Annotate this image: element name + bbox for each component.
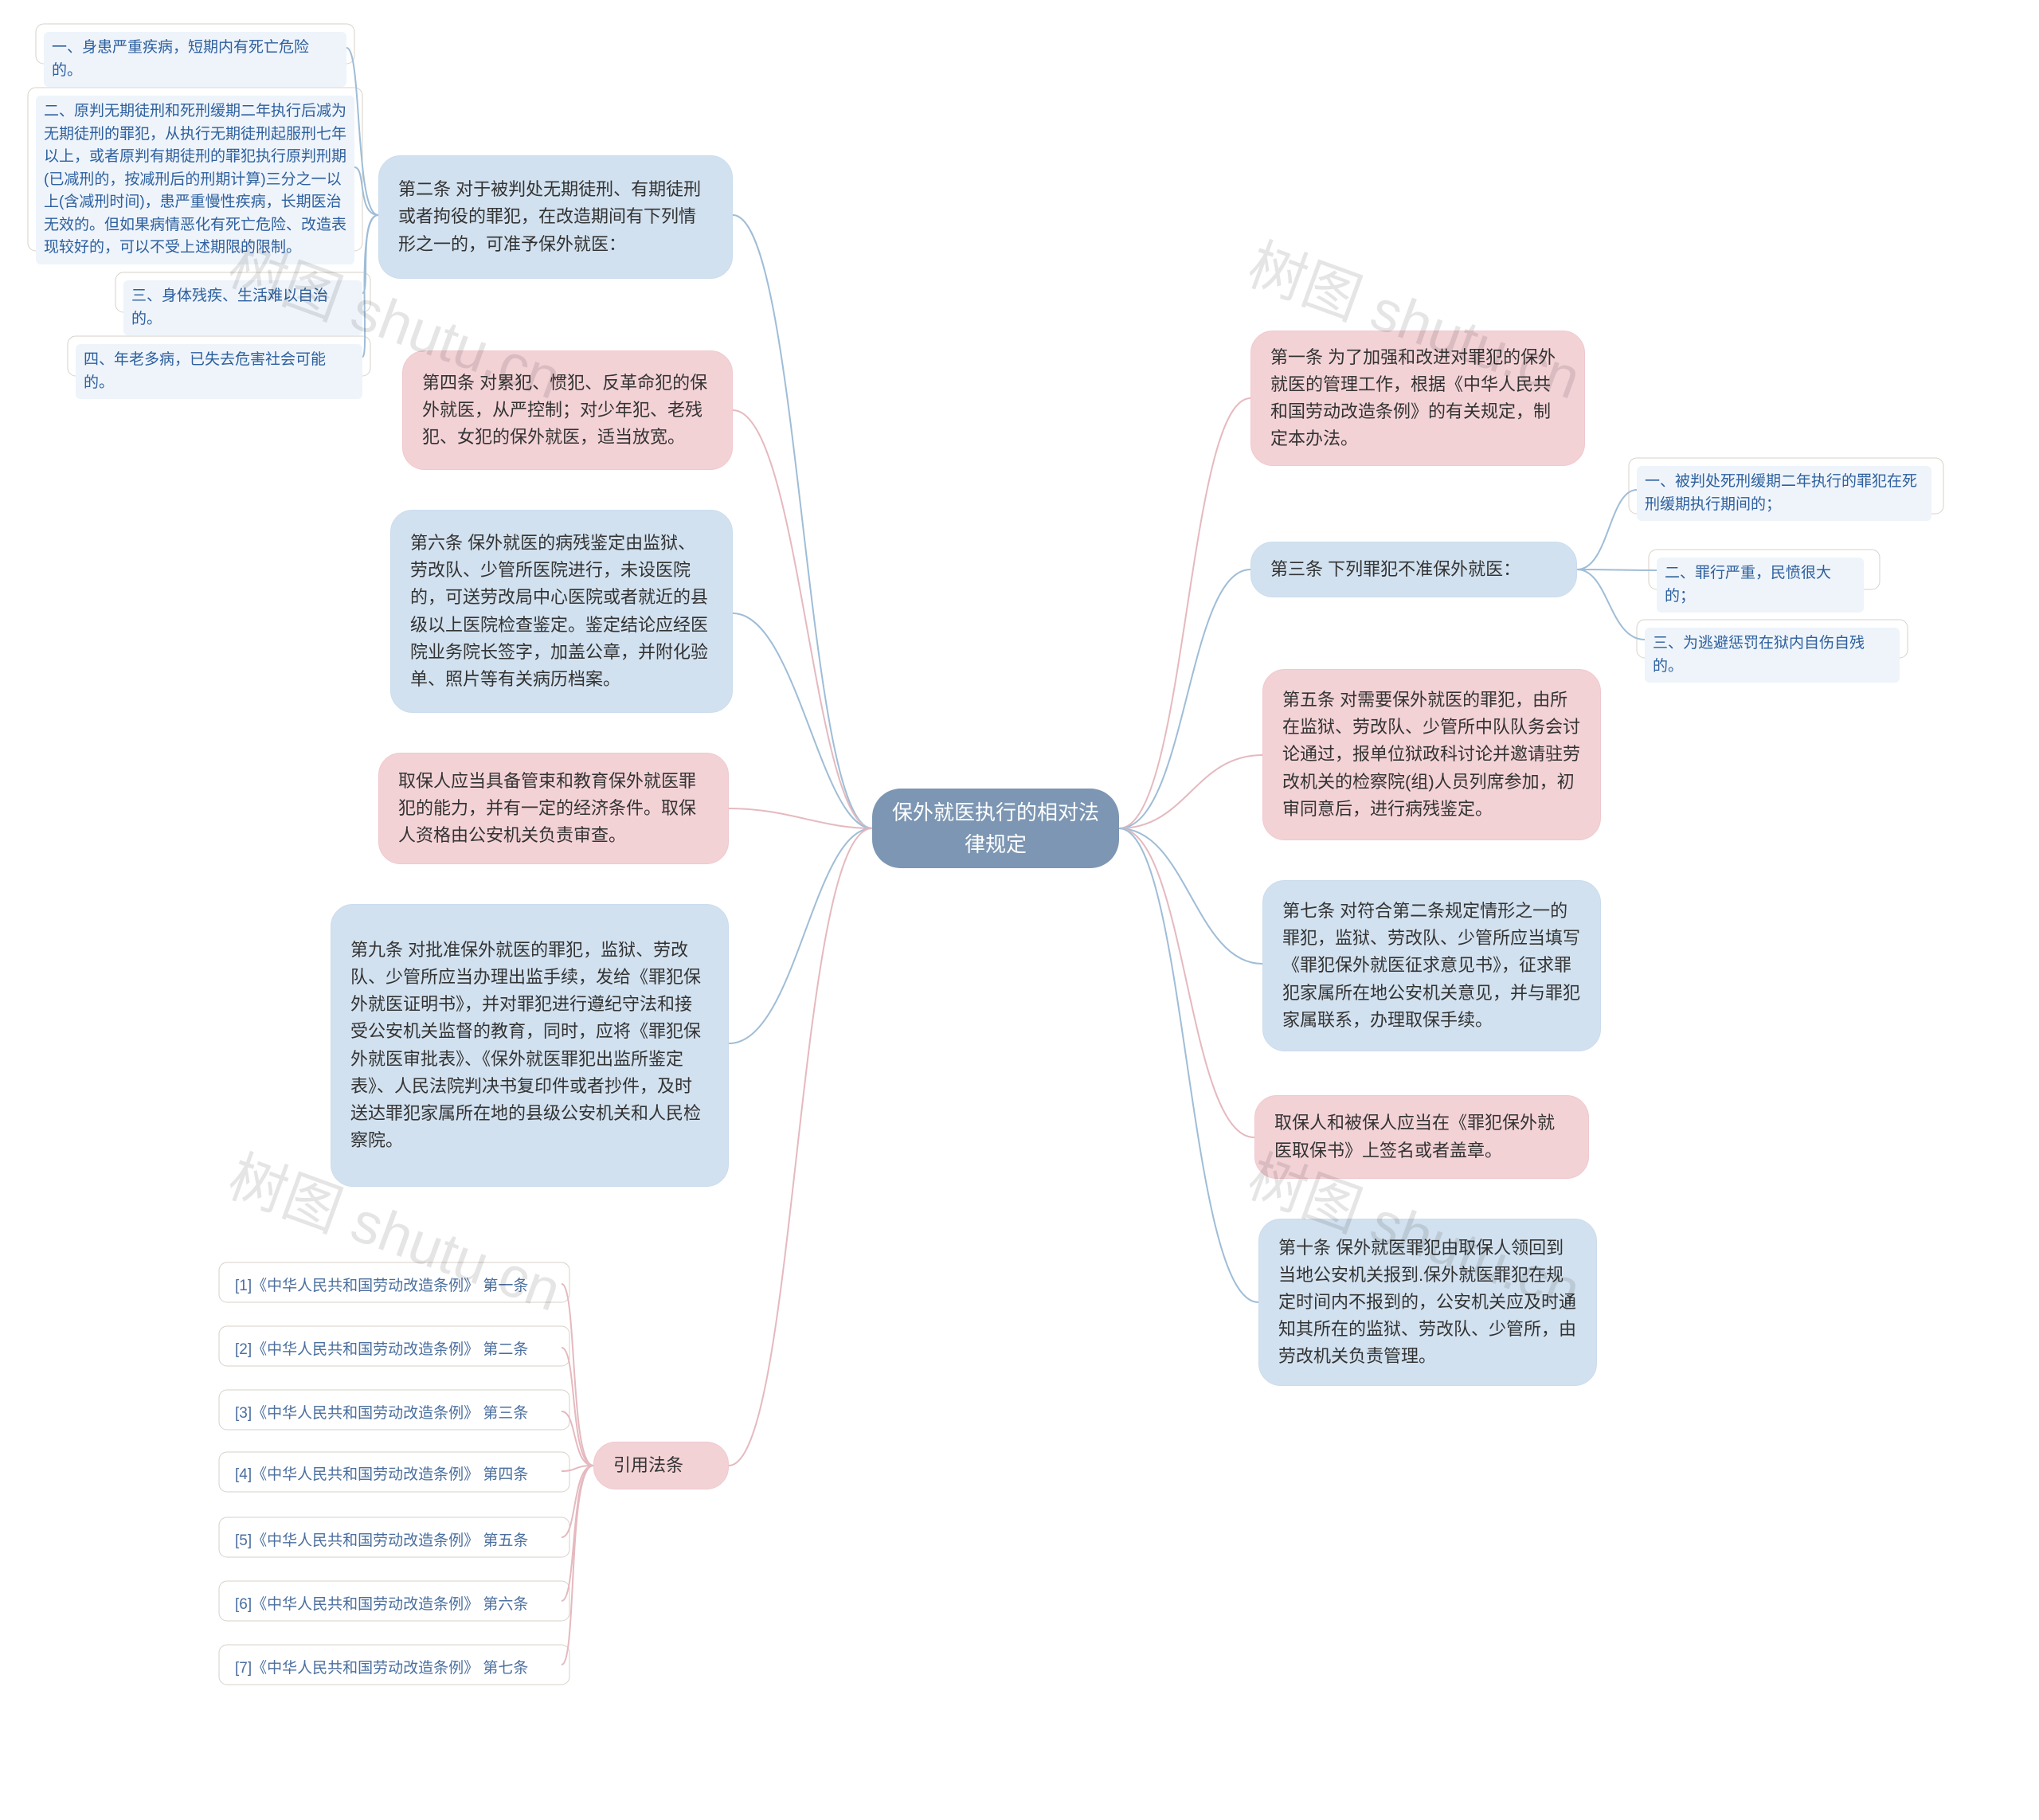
- node-art2-text: 第二条 对于被判处无期徒刑、有期徒刑或者拘役的罪犯，在改造期间有下列情形之一的，…: [398, 176, 713, 257]
- node-baoshu: 取保人和被保人应当在《罪犯保外就医取保书》上签名或者盖章。: [1254, 1095, 1589, 1179]
- node-baoshu-text: 取保人和被保人应当在《罪犯保外就医取保书》上签名或者盖章。: [1274, 1110, 1569, 1164]
- leaf-art2-1: 一、身患严重疾病，短期内有死亡危险的。: [44, 32, 346, 87]
- node-cite-text: 引用法条: [613, 1452, 709, 1479]
- node-art6-text: 第六条 保外就医的病残鉴定由监狱、劳改队、少管所医院进行，未设医院的，可送劳改局…: [410, 530, 713, 693]
- node-cite: 引用法条: [593, 1442, 729, 1489]
- node-art3: 第三条 下列罪犯不准保外就医：: [1250, 542, 1577, 597]
- leaf-art3-2: 二、罪行严重，民愤很大的；: [1657, 558, 1864, 613]
- node-baoren-text: 取保人应当具备管束和教育保外就医罪犯的能力，并有一定的经济条件。取保人资格由公安…: [398, 768, 709, 849]
- leaf-art2-3: 三、身体残疾、生活难以自治的。: [123, 280, 362, 335]
- node-art5: 第五条 对需要保外就医的罪犯，由所在监狱、劳改队、少管所中队队务会讨论通过，报单…: [1262, 669, 1601, 840]
- center-node: 保外就医执行的相对法律规定: [872, 789, 1119, 868]
- leaf-cite-6: [6]《中华人民共和国劳动改造条例》 第六条: [227, 1589, 562, 1622]
- node-art9-text: 第九条 对批准保外就医的罪犯，监狱、劳改队、少管所应当办理出监手续，发给《罪犯保…: [350, 937, 709, 1154]
- leaf-cite-4: [4]《中华人民共和国劳动改造条例》 第四条: [227, 1459, 562, 1492]
- node-art9: 第九条 对批准保外就医的罪犯，监狱、劳改队、少管所应当办理出监手续，发给《罪犯保…: [331, 904, 729, 1187]
- node-art3-text: 第三条 下列罪犯不准保外就医：: [1270, 556, 1557, 583]
- leaf-cite-3: [3]《中华人民共和国劳动改造条例》 第三条: [227, 1398, 562, 1431]
- leaf-art3-3: 三、为逃避惩罚在狱内自伤自残的。: [1645, 628, 1900, 683]
- node-baoren: 取保人应当具备管束和教育保外就医罪犯的能力，并有一定的经济条件。取保人资格由公安…: [378, 753, 729, 864]
- node-art4: 第四条 对累犯、惯犯、反革命犯的保外就医，从严控制；对少年犯、老残犯、女犯的保外…: [402, 350, 733, 470]
- leaf-cite-2: [2]《中华人民共和国劳动改造条例》 第二条: [227, 1334, 562, 1367]
- leaf-cite-5: [5]《中华人民共和国劳动改造条例》 第五条: [227, 1525, 562, 1558]
- node-art2: 第二条 对于被判处无期徒刑、有期徒刑或者拘役的罪犯，在改造期间有下列情形之一的，…: [378, 155, 733, 279]
- node-art7: 第七条 对符合第二条规定情形之一的罪犯，监狱、劳改队、少管所应当填写《罪犯保外就…: [1262, 880, 1601, 1051]
- center-text: 保外就医执行的相对法律规定: [891, 796, 1100, 861]
- node-art6: 第六条 保外就医的病残鉴定由监狱、劳改队、少管所医院进行，未设医院的，可送劳改局…: [390, 510, 733, 713]
- leaf-cite-1: [1]《中华人民共和国劳动改造条例》 第一条: [227, 1270, 562, 1303]
- leaf-art2-2: 二、原判无期徒刑和死刑缓期二年执行后减为无期徒刑的罪犯，从执行无期徒刑起服刑七年…: [36, 96, 354, 264]
- leaf-cite-7: [7]《中华人民共和国劳动改造条例》 第七条: [227, 1653, 562, 1685]
- leaf-art3-1: 一、被判处死刑缓期二年执行的罪犯在死刑缓期执行期间的；: [1637, 466, 1931, 521]
- node-art7-text: 第七条 对符合第二条规定情形之一的罪犯，监狱、劳改队、少管所应当填写《罪犯保外就…: [1282, 898, 1581, 1033]
- node-art5-text: 第五条 对需要保外就医的罪犯，由所在监狱、劳改队、少管所中队队务会讨论通过，报单…: [1282, 687, 1581, 822]
- node-art1-text: 第一条 为了加强和改进对罪犯的保外就医的管理工作，根据《中华人民共和国劳动改造条…: [1270, 344, 1565, 452]
- node-art1: 第一条 为了加强和改进对罪犯的保外就医的管理工作，根据《中华人民共和国劳动改造条…: [1250, 331, 1585, 466]
- node-art4-text: 第四条 对累犯、惯犯、反革命犯的保外就医，从严控制；对少年犯、老残犯、女犯的保外…: [422, 370, 713, 451]
- node-art10: 第十条 保外就医罪犯由取保人领回到当地公安机关报到.保外就医罪犯在规定时间内不报…: [1258, 1219, 1597, 1386]
- leaf-art2-4: 四、年老多病，已失去危害社会可能的。: [76, 344, 362, 399]
- node-art10-text: 第十条 保外就医罪犯由取保人领回到当地公安机关报到.保外就医罪犯在规定时间内不报…: [1278, 1235, 1577, 1370]
